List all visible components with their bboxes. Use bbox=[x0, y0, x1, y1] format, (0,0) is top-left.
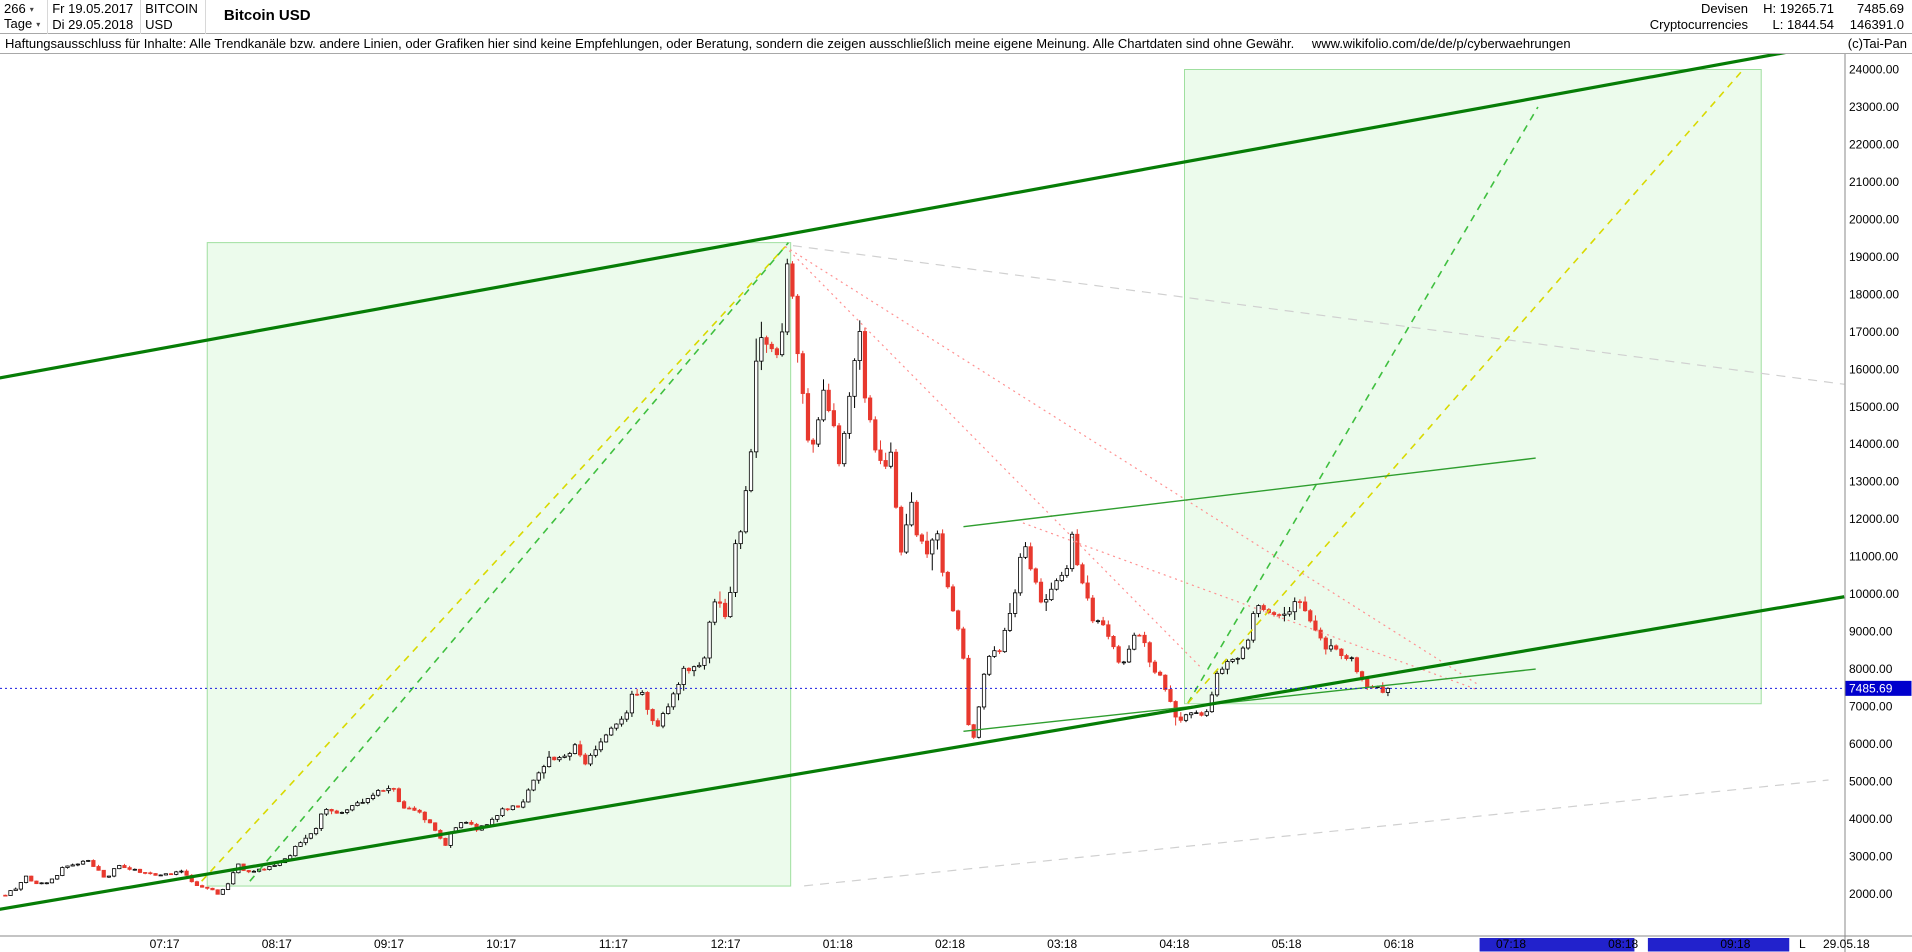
svg-text:06:18: 06:18 bbox=[1384, 937, 1414, 951]
axes-layer: 24000.00 23000.00 22000.00 21000.00 20000.00… bbox=[0, 54, 1912, 952]
range-end-date[interactable]: Di 29.05.2018 bbox=[52, 17, 134, 32]
svg-text:7485.69: 7485.69 bbox=[1849, 681, 1893, 695]
projection-green bbox=[1187, 106, 1539, 704]
svg-text:16000.00: 16000.00 bbox=[1849, 362, 1899, 376]
svg-text:05:18: 05:18 bbox=[1272, 937, 1302, 951]
time-axis: 07:17 08:17 09:17 10:17 11:17 12:17 01:18 02:18… bbox=[150, 937, 1870, 952]
period-value: Tage bbox=[4, 16, 33, 31]
disclaimer-text: Haftungsausschluss für Inhalte: Alle Tre… bbox=[5, 36, 1295, 51]
disclaimer-link[interactable]: www.wikifolio.com/de/de/p/cyberwaehrunge… bbox=[1311, 36, 1571, 51]
svg-text:03:18: 03:18 bbox=[1047, 937, 1077, 951]
svg-text:3000.00: 3000.00 bbox=[1849, 849, 1893, 863]
rally-trend-yellow bbox=[201, 246, 786, 882]
currency-field: USD bbox=[145, 17, 173, 32]
range-start-date[interactable]: Fr 19.05.2017 bbox=[52, 1, 134, 16]
svg-text:01:18: 01:18 bbox=[823, 937, 853, 951]
last-price-label: 7485.69 bbox=[1857, 1, 1904, 16]
projection-2018-zone bbox=[1183, 69, 1762, 705]
svg-text:20000.00: 20000.00 bbox=[1849, 212, 1899, 226]
svg-text:09:18: 09:18 bbox=[1720, 937, 1750, 951]
trend-lines-layer bbox=[0, 54, 1845, 911]
svg-text:09:17: 09:17 bbox=[374, 937, 404, 951]
svg-text:22000.00: 22000.00 bbox=[1849, 137, 1899, 151]
minor-support bbox=[963, 668, 1536, 732]
upper-channel bbox=[0, 54, 1787, 380]
svg-text:19000.00: 19000.00 bbox=[1849, 250, 1899, 264]
svg-text:07:18: 07:18 bbox=[1496, 937, 1526, 951]
toolbar: 266 ▾ Tage ▾ Fr 19.05.2017 Di 29.05.2018 B… bbox=[0, 0, 1912, 34]
chevron-down-icon: ▾ bbox=[29, 5, 34, 14]
svg-text:10000.00: 10000.00 bbox=[1849, 587, 1899, 601]
svg-text:02:18: 02:18 bbox=[935, 937, 965, 951]
period-dropdown[interactable]: Tage ▾ bbox=[4, 17, 40, 32]
rally-trend-green bbox=[249, 242, 790, 882]
svg-text:23000.00: 23000.00 bbox=[1849, 100, 1899, 114]
svg-text:29.05.18: 29.05.18 bbox=[1823, 937, 1870, 951]
period-high-label: H: 19265.71 bbox=[1763, 1, 1834, 16]
downtrend-red-feb bbox=[1022, 522, 1478, 691]
lower-channel bbox=[0, 595, 1845, 911]
disclaimer-bar: Haftungsausschluss für Inhalte: Alle Tre… bbox=[0, 34, 1912, 54]
gray-guide-lower bbox=[804, 779, 1829, 887]
downtrend-red-steep bbox=[784, 245, 1203, 670]
svg-text:4000.00: 4000.00 bbox=[1849, 812, 1893, 826]
copyright-label: (c)Tai-Pan bbox=[1847, 36, 1907, 51]
svg-text:10:17: 10:17 bbox=[486, 937, 516, 951]
svg-text:9000.00: 9000.00 bbox=[1849, 625, 1893, 639]
projection-yellow bbox=[1187, 68, 1744, 704]
svg-text:07:17: 07:17 bbox=[150, 937, 180, 951]
downtrend-red-shallow bbox=[784, 245, 1478, 685]
category-label: Devisen bbox=[1701, 1, 1748, 16]
svg-text:04:18: 04:18 bbox=[1159, 937, 1189, 951]
rally-2017-zone bbox=[206, 242, 792, 887]
period-low-label: L: 1844.54 bbox=[1772, 17, 1834, 32]
svg-text:11000.00: 11000.00 bbox=[1849, 550, 1898, 564]
shaded-zones-layer bbox=[206, 69, 1762, 887]
svg-text:17000.00: 17000.00 bbox=[1849, 325, 1899, 339]
svg-text:08:18: 08:18 bbox=[1608, 937, 1638, 951]
svg-text:21000.00: 21000.00 bbox=[1849, 175, 1899, 189]
future-period-bars bbox=[1479, 938, 1790, 952]
gray-guide-upper bbox=[792, 245, 1845, 385]
svg-text:13000.00: 13000.00 bbox=[1849, 475, 1899, 489]
svg-text:8000.00: 8000.00 bbox=[1849, 662, 1893, 676]
subcategory-label: Cryptocurrencies bbox=[1649, 17, 1748, 32]
svg-text:7000.00: 7000.00 bbox=[1849, 700, 1893, 714]
svg-text:6000.00: 6000.00 bbox=[1849, 737, 1893, 751]
chart-canvas[interactable]: 24000.00 23000.00 22000.00 21000.00 20000.00… bbox=[0, 54, 1912, 952]
secondary-value-label: 146391.0 bbox=[1849, 17, 1904, 32]
svg-text:2000.00: 2000.00 bbox=[1849, 887, 1893, 901]
bars-count-value: 266 bbox=[4, 1, 26, 16]
svg-text:18000.00: 18000.00 bbox=[1849, 287, 1899, 301]
svg-text:14000.00: 14000.00 bbox=[1849, 437, 1899, 451]
svg-text:12:17: 12:17 bbox=[711, 937, 741, 951]
svg-text:15000.00: 15000.00 bbox=[1849, 400, 1899, 414]
symbol-field[interactable]: BITCOIN bbox=[145, 1, 198, 16]
price-axis: 24000.00 23000.00 22000.00 21000.00 20000.00… bbox=[1849, 63, 1899, 901]
guide-lines-layer bbox=[792, 245, 1845, 887]
svg-text:L: L bbox=[1799, 937, 1806, 951]
chevron-down-icon: ▾ bbox=[36, 20, 41, 29]
chart-title: Bitcoin USD bbox=[223, 7, 311, 24]
svg-text:08:17: 08:17 bbox=[262, 937, 292, 951]
bars-count-dropdown[interactable]: 266 ▾ bbox=[4, 2, 40, 17]
candles-layer bbox=[3, 258, 1391, 897]
svg-text:5000.00: 5000.00 bbox=[1849, 775, 1893, 789]
current-price-label: 7485.69 bbox=[1845, 680, 1912, 696]
resistance-feb-mar bbox=[963, 457, 1536, 528]
svg-text:12000.00: 12000.00 bbox=[1849, 512, 1899, 526]
svg-text:24000.00: 24000.00 bbox=[1849, 63, 1899, 77]
svg-text:11:17: 11:17 bbox=[599, 937, 628, 951]
